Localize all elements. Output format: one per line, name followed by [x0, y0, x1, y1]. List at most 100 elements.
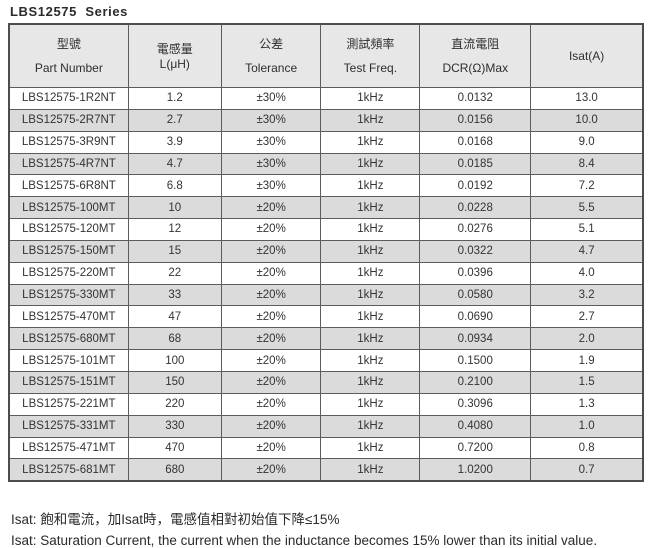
value-cell: ±20% [220, 349, 322, 372]
value-cell: 1.9 [530, 349, 644, 372]
value-cell: 1kHz [320, 327, 421, 351]
value-cell: 1kHz [320, 349, 421, 372]
value-cell: 1kHz [320, 174, 421, 198]
value-cell: 0.0580 [419, 283, 532, 307]
value-cell: 0.8 [530, 436, 644, 460]
column-header-zh: 測試頻率 [346, 37, 395, 51]
value-cell: 1kHz [320, 239, 421, 263]
value-cell: 8.4 [530, 152, 644, 176]
part-number-cell: LBS12575-101MT [8, 349, 129, 372]
value-cell: ±30% [220, 108, 322, 132]
value-cell: 1kHz [320, 392, 421, 416]
column-header-zh: 公差 [259, 37, 284, 51]
value-cell: ±30% [220, 174, 322, 198]
column-header: 直流電阻 DCR(Ω)Max [419, 23, 532, 88]
value-cell: 15 [127, 239, 222, 263]
part-number-cell: LBS12575-471MT [8, 436, 129, 460]
value-cell: 220 [127, 392, 222, 416]
value-cell: 1kHz [320, 458, 421, 482]
value-cell: 0.0156 [419, 108, 532, 132]
table-body: LBS12575-1R2NT 1.2 ±30% 1kHz 0.0132 13.0 LBS12… [8, 87, 644, 482]
value-cell: 1kHz [320, 261, 421, 285]
value-cell: ±20% [220, 436, 322, 460]
value-cell: ±20% [220, 239, 322, 263]
value-cell: 12 [127, 218, 222, 241]
part-number-cell: LBS12575-330MT [8, 283, 129, 307]
part-number-cell: LBS12575-2R7NT [8, 108, 129, 132]
part-number-cell: LBS12575-150MT [8, 239, 129, 263]
value-cell: 1.3 [530, 392, 644, 416]
value-cell: 68 [127, 327, 222, 351]
column-header-en: Test Freq. [343, 61, 398, 75]
value-cell: 1.5 [530, 370, 644, 394]
part-number-cell: LBS12575-120MT [8, 218, 129, 241]
column-header-zh: 直流電阻 [451, 37, 500, 51]
value-cell: 13.0 [530, 87, 644, 110]
value-cell: 1kHz [320, 414, 421, 438]
value-cell: ±20% [220, 414, 322, 438]
part-number-cell: LBS12575-220MT [8, 261, 129, 285]
value-cell: 3.2 [530, 283, 644, 307]
column-header-en: L(μH) [159, 56, 190, 71]
footnote-en: Isat: Saturation Current, the current wh… [11, 533, 598, 548]
table-row: LBS12575-331MT 330 ±20% 1kHz 0.4080 1.0 [8, 414, 644, 438]
page-title: LBS12575 Series [10, 4, 129, 19]
column-header: Isat(A) [530, 23, 644, 88]
value-cell: 1kHz [320, 370, 421, 394]
value-cell: 100 [127, 349, 222, 372]
value-cell: 1.0200 [419, 458, 532, 482]
column-header-zh: 電感量 [156, 41, 193, 56]
table-row: LBS12575-470MT 47 ±20% 1kHz 0.0690 2.7 [8, 305, 644, 329]
value-cell: 5.5 [530, 196, 644, 220]
value-cell: 0.2100 [419, 370, 532, 394]
value-cell: 0.3096 [419, 392, 532, 416]
value-cell: 1.2 [127, 87, 222, 110]
column-header: 測試頻率 Test Freq. [320, 23, 421, 88]
value-cell: 9.0 [530, 130, 644, 154]
value-cell: ±20% [220, 218, 322, 241]
table-row: LBS12575-330MT 33 ±20% 1kHz 0.0580 3.2 [8, 283, 644, 307]
column-header-en: Tolerance [245, 61, 298, 75]
part-number-cell: LBS12575-151MT [8, 370, 129, 394]
value-cell: 4.7 [530, 239, 644, 263]
value-cell: ±30% [220, 87, 322, 110]
table-row: LBS12575-101MT 100 ±20% 1kHz 0.1500 1.9 [8, 349, 644, 372]
value-cell: 2.7 [127, 108, 222, 132]
value-cell: 33 [127, 283, 222, 307]
value-cell: 0.0228 [419, 196, 532, 220]
value-cell: ±20% [220, 196, 322, 220]
column-header: 公差 Tolerance [220, 23, 322, 88]
value-cell: ±20% [220, 458, 322, 482]
value-cell: 7.2 [530, 174, 644, 198]
value-cell: 1kHz [320, 305, 421, 329]
part-number-cell: LBS12575-100MT [8, 196, 129, 220]
value-cell: 1kHz [320, 130, 421, 154]
value-cell: 10 [127, 196, 222, 220]
part-number-cell: LBS12575-3R9NT [8, 130, 129, 154]
table-row: LBS12575-150MT 15 ±20% 1kHz 0.0322 4.7 [8, 239, 644, 263]
value-cell: 1kHz [320, 196, 421, 220]
column-header: 電感量 L(μH) [127, 23, 222, 88]
part-number-cell: LBS12575-331MT [8, 414, 129, 438]
value-cell: 0.0185 [419, 152, 532, 176]
value-cell: 1.0 [530, 414, 644, 438]
value-cell: 1kHz [320, 87, 421, 110]
value-cell: 0.4080 [419, 414, 532, 438]
value-cell: 10.0 [530, 108, 644, 132]
value-cell: ±20% [220, 327, 322, 351]
footnotes: Isat: 飽和電流，加Isat時，電感值相對初始值下降≤15% Isat: S… [11, 509, 643, 548]
part-number-cell: LBS12575-470MT [8, 305, 129, 329]
table-row: LBS12575-100MT 10 ±20% 1kHz 0.0228 5.5 [8, 196, 644, 220]
value-cell: 5.1 [530, 218, 644, 241]
table-row: LBS12575-120MT 12 ±20% 1kHz 0.0276 5.1 [8, 218, 644, 241]
value-cell: 1kHz [320, 152, 421, 176]
table-row: LBS12575-680MT 68 ±20% 1kHz 0.0934 2.0 [8, 327, 644, 351]
value-cell: ±30% [220, 152, 322, 176]
value-cell: 47 [127, 305, 222, 329]
table-row: LBS12575-3R9NT 3.9 ±30% 1kHz 0.0168 9.0 [8, 130, 644, 154]
table-row: LBS12575-471MT 470 ±20% 1kHz 0.7200 0.8 [8, 436, 644, 460]
value-cell: 0.0168 [419, 130, 532, 154]
value-cell: 1kHz [320, 283, 421, 307]
part-number-cell: LBS12575-221MT [8, 392, 129, 416]
